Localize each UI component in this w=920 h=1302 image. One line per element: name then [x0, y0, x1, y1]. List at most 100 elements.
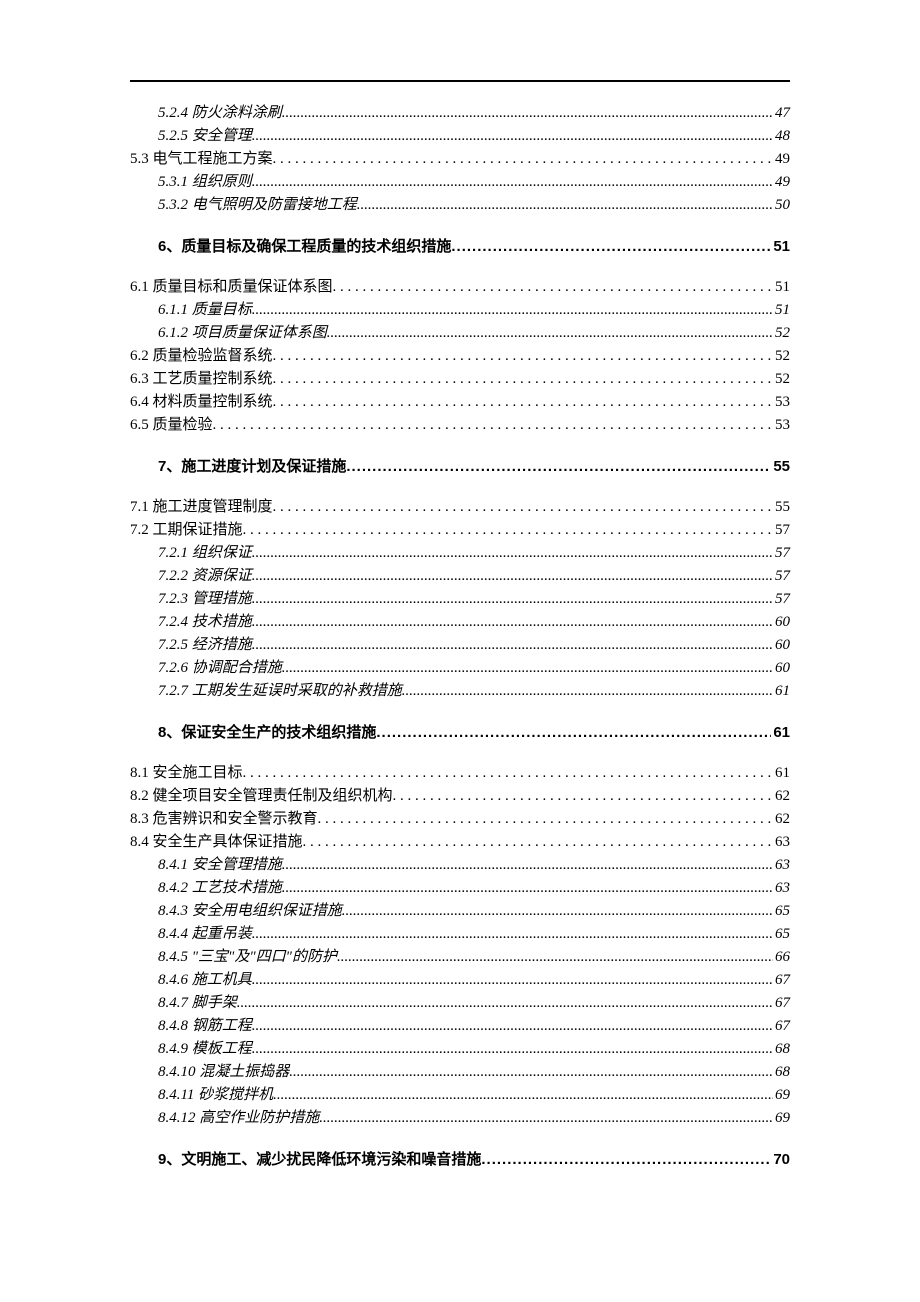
toc-entry: 8.4.8 钢筋工程67: [130, 1015, 790, 1038]
toc-entry: 6.5 质量检验53: [130, 414, 790, 437]
toc-entry-page: 57: [773, 519, 790, 542]
toc-entry: 7.2.1 组织保证57: [130, 542, 790, 565]
toc-entry-label: 5.2.4 防火涂料涂刷: [130, 102, 282, 125]
toc-entry: 7.2.4 技术措施 60: [130, 611, 790, 634]
toc-entry-page: 68: [773, 1038, 790, 1061]
toc-leader-dots: [318, 808, 773, 831]
toc-entry: 7、施工进度计划及保证措施 55: [130, 455, 790, 478]
header-rule: [130, 80, 790, 82]
table-of-contents: 5.2.4 防火涂料涂刷 475.2.5 安全管理485.3 电气工程施工方案49…: [130, 102, 790, 1171]
toc-entry-label: 8.4.7 脚手架: [130, 992, 237, 1015]
toc-leader-dots: [273, 496, 773, 519]
toc-entry-label: 7、施工进度计划及保证措施: [130, 455, 346, 478]
toc-entry-label: 7.2.3 管理措施: [130, 588, 252, 611]
toc-entry-label: 7.2.7 工期发生延误时采取的补救措施: [130, 680, 402, 703]
toc-leader-dots: [252, 588, 773, 611]
toc-leader-dots: [273, 148, 773, 171]
toc-leader-dots: [346, 455, 771, 478]
toc-entry-label: 7.2.4 技术措施: [130, 611, 252, 634]
toc-entry-page: 53: [773, 391, 790, 414]
toc-entry-label: 8.2 健全项目安全管理责任制及组织机构: [130, 785, 393, 808]
toc-entry-label: 9、文明施工、减少扰民降低环境污染和噪音措施: [130, 1148, 481, 1171]
toc-leader-dots: [282, 854, 773, 877]
toc-entry-page: 47: [773, 102, 790, 125]
toc-entry: 6.3 工艺质量控制系统 52: [130, 368, 790, 391]
toc-leader-dots: [243, 519, 773, 542]
toc-entry-label: 8.4.2 工艺技术措施: [130, 877, 282, 900]
toc-entry: 8.4.6 施工机具 67: [130, 969, 790, 992]
toc-entry-label: 8.4.10 混凝土振捣器: [130, 1061, 289, 1084]
toc-leader-dots: [237, 992, 773, 1015]
toc-entry-page: 67: [773, 992, 790, 1015]
toc-leader-dots: [393, 785, 773, 808]
toc-entry: 5.3 电气工程施工方案49: [130, 148, 790, 171]
toc-leader-dots: [252, 634, 773, 657]
toc-leader-dots: [273, 345, 773, 368]
toc-entry: 7.2.3 管理措施57: [130, 588, 790, 611]
toc-entry-label: 8.4.6 施工机具: [130, 969, 252, 992]
toc-entry: 5.2.4 防火涂料涂刷 47: [130, 102, 790, 125]
toc-entry: 6.1 质量目标和质量保证体系图51: [130, 276, 790, 299]
toc-leader-dots: [273, 391, 773, 414]
toc-leader-dots: [252, 969, 773, 992]
toc-leader-dots: [333, 276, 773, 299]
toc-entry-page: 50: [773, 194, 790, 217]
toc-entry-label: 6.3 工艺质量控制系统: [130, 368, 273, 391]
toc-entry-label: 6.1.1 质量目标: [130, 299, 252, 322]
toc-entry: 5.2.5 安全管理48: [130, 125, 790, 148]
toc-entry: 8.1 安全施工目标61: [130, 762, 790, 785]
toc-entry: 6.1.1 质量目标51: [130, 299, 790, 322]
toc-leader-dots: [213, 414, 773, 437]
toc-entry-label: 7.2.6 协调配合措施: [130, 657, 282, 680]
toc-entry-page: 61: [771, 721, 790, 744]
toc-entry: 7.2.7 工期发生延误时采取的补救措施61: [130, 680, 790, 703]
toc-leader-dots: [252, 1038, 773, 1061]
toc-entry-label: 8、保证安全生产的技术组织措施: [130, 721, 376, 744]
toc-entry-page: 67: [773, 969, 790, 992]
toc-entry: 8.4.12 高空作业防护措施69: [130, 1107, 790, 1130]
toc-entry: 8.4.1 安全管理措施 63: [130, 854, 790, 877]
toc-leader-dots: [282, 877, 773, 900]
toc-entry-label: 7.2.2 资源保证: [130, 565, 252, 588]
toc-entry: 8.4.4 起重吊装65: [130, 923, 790, 946]
toc-entry-label: 8.4.1 安全管理措施: [130, 854, 282, 877]
toc-entry-page: 60: [773, 634, 790, 657]
toc-entry-label: 5.2.5 安全管理: [130, 125, 252, 148]
toc-entry-page: 57: [773, 565, 790, 588]
toc-entry-page: 55: [771, 455, 790, 478]
toc-leader-dots: [303, 831, 773, 854]
toc-entry-page: 63: [773, 831, 790, 854]
toc-entry-page: 63: [773, 854, 790, 877]
toc-leader-dots: [337, 946, 773, 969]
toc-entry-page: 61: [773, 762, 790, 785]
toc-entry-page: 51: [773, 276, 790, 299]
toc-entry: 8.4.7 脚手架 67: [130, 992, 790, 1015]
toc-entry: 8、保证安全生产的技术组织措施 61: [130, 721, 790, 744]
toc-entry-page: 63: [773, 877, 790, 900]
toc-entry-label: 6.1.2 项目质量保证体系图: [130, 322, 327, 345]
toc-entry: 7.2.2 资源保证 57: [130, 565, 790, 588]
toc-entry: 7.2.6 协调配合措施60: [130, 657, 790, 680]
toc-leader-dots: [252, 171, 773, 194]
toc-entry-page: 65: [773, 900, 790, 923]
toc-entry-page: 55: [773, 496, 790, 519]
toc-entry: 9、文明施工、减少扰民降低环境污染和噪音措施70: [130, 1148, 790, 1171]
toc-entry-page: 52: [773, 368, 790, 391]
toc-entry-label: 8.4.11 砂浆搅拌机: [130, 1084, 273, 1107]
toc-entry-label: 8.4.9 模板工程: [130, 1038, 252, 1061]
toc-entry-label: 6.2 质量检验监督系统: [130, 345, 273, 368]
toc-entry-page: 52: [773, 345, 790, 368]
toc-leader-dots: [282, 657, 773, 680]
toc-entry: 8.4.3 安全用电组织保证措施65: [130, 900, 790, 923]
toc-leader-dots: [327, 322, 773, 345]
toc-entry: 8.3 危害辨识和安全警示教育62: [130, 808, 790, 831]
toc-leader-dots: [252, 125, 773, 148]
toc-leader-dots: [402, 680, 773, 703]
toc-entry-label: 8.4.12 高空作业防护措施: [130, 1107, 319, 1130]
toc-entry-page: 60: [773, 611, 790, 634]
toc-entry: 8.4.11 砂浆搅拌机 69: [130, 1084, 790, 1107]
toc-entry-page: 69: [773, 1084, 790, 1107]
toc-entry-label: 8.3 危害辨识和安全警示教育: [130, 808, 318, 831]
toc-entry-label: 5.3.2 电气照明及防雷接地工程: [130, 194, 357, 217]
toc-leader-dots: [289, 1061, 773, 1084]
